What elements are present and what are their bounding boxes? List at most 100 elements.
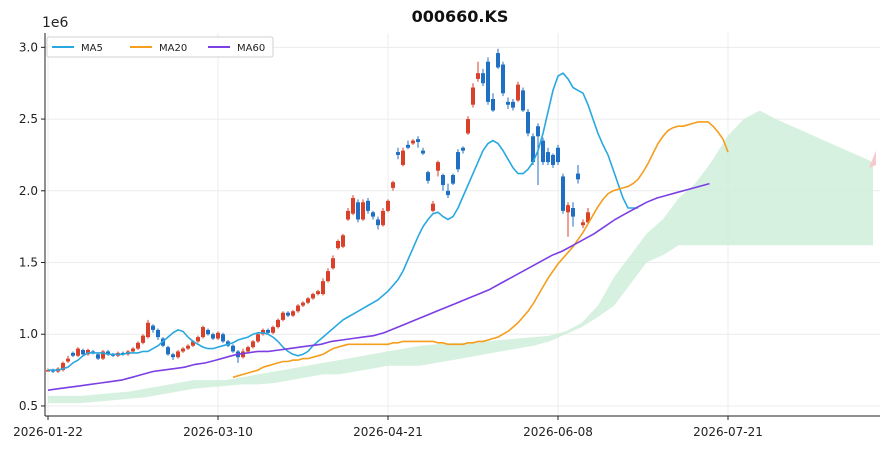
x-tick-label: 2026-06-08 [523,425,593,439]
candle-body [471,87,475,105]
candle-body [211,334,215,339]
candle-body [476,73,480,79]
candle-body [221,334,225,342]
candle-body [171,354,175,358]
candles [46,48,590,373]
candle-body [321,281,325,295]
candle-body [71,352,75,356]
candle-body [481,73,485,84]
candle-body [381,210,385,226]
cloud-tail [869,150,876,168]
candle-body [256,334,260,342]
legend-box [46,36,274,58]
candle-body [96,354,100,359]
candle-body [436,162,440,171]
legend-label: MA5 [81,43,103,54]
candle-body [386,200,390,211]
candle-body [136,342,140,349]
candle-body [101,351,105,359]
candle-body [206,329,210,335]
candle-body [286,312,290,316]
candle-body [316,291,320,295]
moving-average-lines [47,72,729,391]
y-exponent-label: 1e6 [42,15,69,31]
candle-body [401,150,405,165]
candle-body [541,140,545,163]
candle-body [196,337,200,342]
candle-body [311,294,315,299]
candle-body [396,152,400,155]
candle-body [251,341,255,348]
candle-body [526,111,530,134]
y-tick-label: 0.5 [19,399,38,413]
candle-body [406,144,410,148]
candle-body [461,147,465,151]
candle-body [276,319,280,328]
candle-body [291,311,295,316]
candle-body [561,176,565,211]
x-tick-label: 2026-07-21 [693,425,763,439]
candle-body [566,205,570,213]
candle-body [306,298,310,303]
candle-body [66,358,70,362]
candle-body [186,345,190,349]
candle-body [141,335,145,343]
candle-body [511,101,515,108]
y-tick-label: 2.0 [19,184,38,198]
candle-body [446,190,450,196]
candle-body [296,305,300,312]
candle-body [336,240,340,249]
candle-body [61,362,65,371]
series-line-ma60 [47,182,710,391]
candle-body [496,53,500,68]
candle-body [486,61,490,102]
candle-body [326,271,330,282]
candle-body [516,84,520,101]
candle-body [371,212,375,217]
x-tick-label: 2026-04-21 [353,425,423,439]
cloud-area [48,110,873,404]
candle-body [581,222,585,226]
candle-body [156,329,160,338]
candle-body [441,175,445,186]
candle-body [131,348,135,352]
candle-body [376,219,380,226]
candle-body [466,119,470,134]
candle-body [421,150,425,154]
x-tick-label: 2026-03-10 [183,425,253,439]
candle-body [181,348,185,352]
candle-body [536,126,540,137]
candle-body [431,203,435,211]
candle-body [531,136,535,163]
candle-body [81,350,85,355]
candle-body [546,152,550,163]
candle-body [106,351,110,355]
candle-body [341,235,345,247]
candle-body [146,322,150,338]
candle-body [151,325,155,330]
candle-body [571,208,575,217]
candle-body [501,64,505,94]
candle-body [586,212,590,223]
candle-body [246,347,250,352]
candle-body [411,140,415,144]
candle-body [576,173,580,180]
candle-body [556,147,560,163]
candle-body [426,172,430,181]
y-tick-label: 1.0 [19,327,38,341]
candle-body [451,175,455,184]
candle-body [351,197,355,214]
candle-body [416,139,420,143]
candle-body [331,258,335,269]
candle-body [551,154,555,165]
candle-body [521,90,525,111]
candle-body [346,210,350,220]
legend-label: MA60 [237,43,265,54]
candle-body [356,202,360,220]
candle-body [491,98,495,111]
legend: MA5 MA20 MA60 [46,36,274,58]
series-line-ma20 [232,121,729,379]
candle-body [281,312,285,320]
candle-body [456,152,460,170]
